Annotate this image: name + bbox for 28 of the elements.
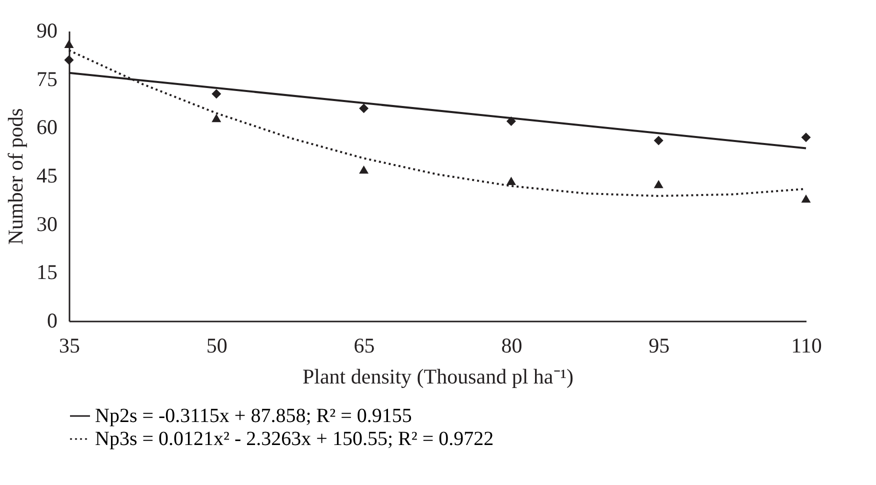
legend-label: Np2s = -0.3115x + 87.858; R² = 0.9155 [95,405,412,427]
x-tick-label: 95 [648,334,670,358]
y-tick-label: 45 [36,164,58,188]
point [64,55,74,65]
legend-label: Np3s = 0.0121x² - 2.3263x + 150.55; R² = 0.9722 [95,428,494,450]
y-tick-label: 75 [36,66,58,91]
point [64,40,74,48]
point [654,180,664,188]
y-tick-label: 90 [36,18,58,42]
point [801,194,811,203]
x-tick-label: 110 [791,334,822,358]
x-tick-label: 50 [206,334,228,358]
y-axis-title: Number of pods [4,108,28,245]
point [212,89,222,99]
point [359,165,369,174]
x-tick-label: 65 [354,334,375,358]
x-tick-label: 35 [59,334,80,358]
y-tick-label: 15 [36,260,58,284]
x-tick-label: 80 [501,334,522,358]
point [801,132,811,142]
y-tick-label: 30 [36,212,58,236]
point [359,104,369,114]
point [654,136,664,146]
point [506,176,516,185]
point [212,114,222,122]
x-axis-title: Plant density (Thousand pl ha⁻¹) [302,364,574,388]
y-tick-label: 60 [36,115,58,140]
y-tick-label: 0 [47,308,58,332]
